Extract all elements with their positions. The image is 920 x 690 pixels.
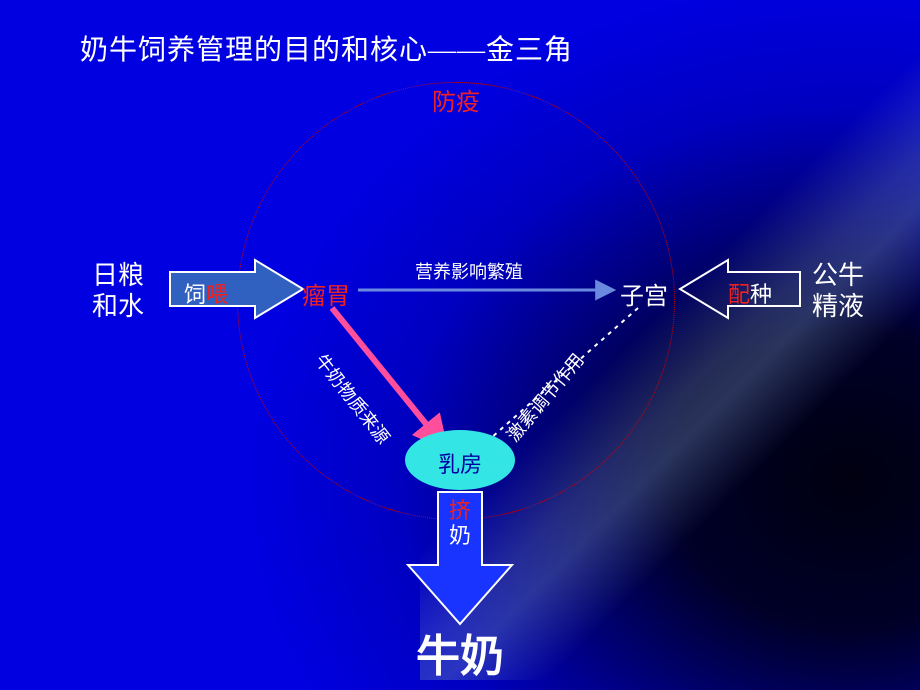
node-udder-label: 乳房: [438, 447, 482, 479]
node-uterus: 子宫: [620, 276, 668, 311]
label-prevention: 防疫: [432, 82, 480, 117]
label-feeding-b: 喂: [206, 282, 228, 307]
node-rumen: 瘤胃: [302, 276, 350, 311]
label-feeding: 饲喂: [184, 277, 228, 309]
label-bull-semen: 公牛 精液: [812, 260, 864, 322]
label-feed-water: 日粮 和水: [92, 260, 144, 322]
label-breeding-a: 配: [728, 282, 750, 307]
label-feeding-a: 饲: [184, 282, 206, 307]
edge-label-nutrition: 营养影响繁殖: [415, 258, 523, 284]
slide-stage: 奶牛饲养管理的目的和核心——金三角: [0, 0, 920, 690]
label-breeding-b: 种: [750, 282, 772, 307]
label-milking: 挤 奶: [449, 498, 471, 549]
label-breeding: 配种: [728, 277, 772, 309]
slide-title: 奶牛饲养管理的目的和核心——金三角: [80, 28, 573, 68]
label-milk: 牛奶: [416, 620, 504, 684]
